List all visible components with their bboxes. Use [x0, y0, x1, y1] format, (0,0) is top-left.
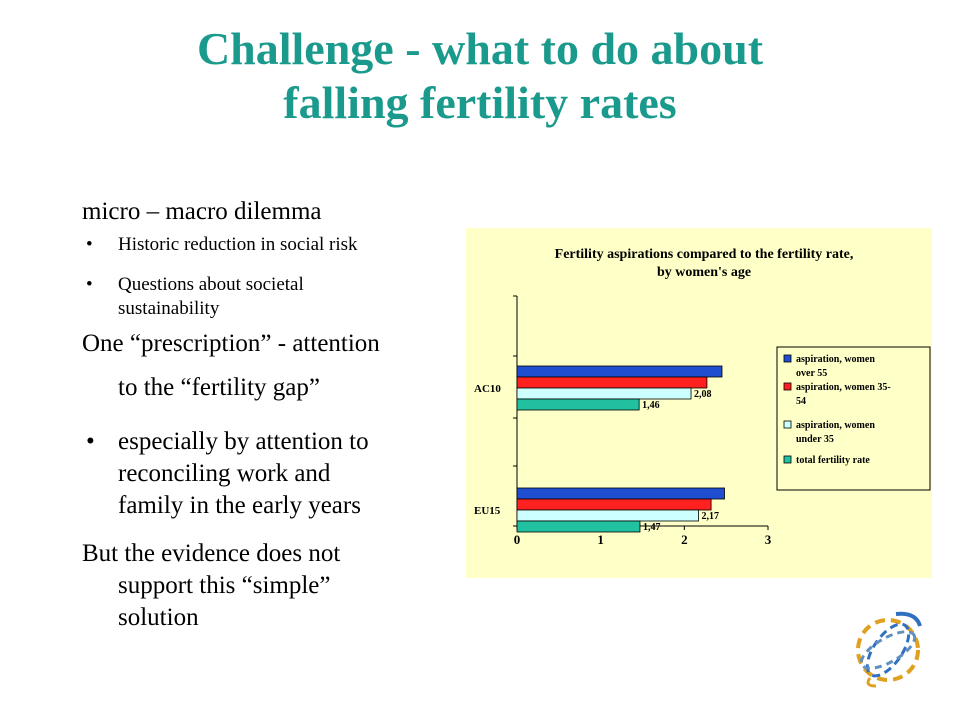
bar — [516, 520, 641, 533]
legend-label: under 35 — [796, 434, 834, 445]
title-line-1: Challenge - what to do about — [196, 23, 764, 74]
legend-swatch — [783, 420, 792, 429]
legend-label: total fertility rate — [796, 455, 870, 466]
chart-title-line-2: by women's age — [657, 265, 751, 280]
data-label: 2,08 — [694, 389, 712, 400]
bullet-dot: • — [86, 274, 93, 295]
bullet-dot: • — [86, 428, 95, 455]
chart-title-line-1: Fertility aspirations compared to the fe… — [555, 247, 854, 262]
evidence-line-3: solution — [118, 604, 199, 631]
especially-line-3: family in the early years — [118, 492, 361, 519]
bar — [516, 398, 640, 411]
especially-line-2: reconciling work and — [118, 460, 331, 487]
bar — [516, 487, 725, 500]
legend-label: over 55 — [796, 368, 827, 379]
x-tick-label: 2 — [681, 532, 688, 547]
category-label: EU15 — [474, 505, 501, 517]
legend-swatch — [783, 382, 792, 391]
sub-bullet-sustainability: Questions about societal — [118, 274, 304, 295]
especially-line-1: especially by attention to — [118, 428, 369, 455]
fertility-chart: Fertility aspirations compared to the fe… — [466, 228, 932, 578]
sub-bullet-sustainability-cont: sustainability — [118, 298, 220, 319]
sub-bullet-social-risk: Historic reduction in social risk — [118, 234, 358, 255]
legend-box — [776, 346, 931, 491]
bullet-dot: • — [86, 234, 93, 255]
category-label: AC10 — [474, 383, 501, 395]
prescription-text-cont: to the “fertility gap” — [118, 374, 321, 401]
chart-legend: aspiration, women over 55 aspiration, wome… — [776, 346, 931, 491]
slide-title: Challenge - what to do about falling fer… — [0, 22, 960, 130]
evidence-line-1: But the evidence does not — [82, 540, 341, 567]
data-label: 2,17 — [702, 511, 720, 522]
x-tick-label: 0 — [514, 532, 521, 547]
legend-label: aspiration, women — [796, 420, 875, 431]
plot-area: 0 1 2 3 AC10 2,08 1,46 EU15 2,17 1,47 — [474, 295, 772, 547]
bar — [516, 498, 712, 511]
legend-swatch — [783, 354, 792, 363]
title-line-2: falling fertility rates — [283, 77, 677, 128]
data-label: 1,46 — [642, 400, 660, 411]
x-tick-label: 1 — [597, 532, 604, 547]
globe-logo — [856, 611, 922, 688]
legend-swatch — [783, 455, 792, 464]
heading-micro-macro: micro – macro dilemma — [82, 198, 322, 225]
legend-label: aspiration, women — [796, 354, 875, 365]
bar — [516, 376, 708, 389]
x-tick-label: 3 — [765, 532, 772, 547]
data-label: 1,47 — [643, 522, 661, 533]
evidence-line-2: support this “simple” — [118, 572, 331, 599]
bar — [516, 365, 723, 378]
bar — [516, 509, 699, 522]
bar — [516, 387, 692, 400]
prescription-text: One “prescription” - attention — [82, 330, 380, 357]
legend-label: aspiration, women 35- — [796, 382, 891, 393]
legend-label: 54 — [796, 396, 806, 407]
